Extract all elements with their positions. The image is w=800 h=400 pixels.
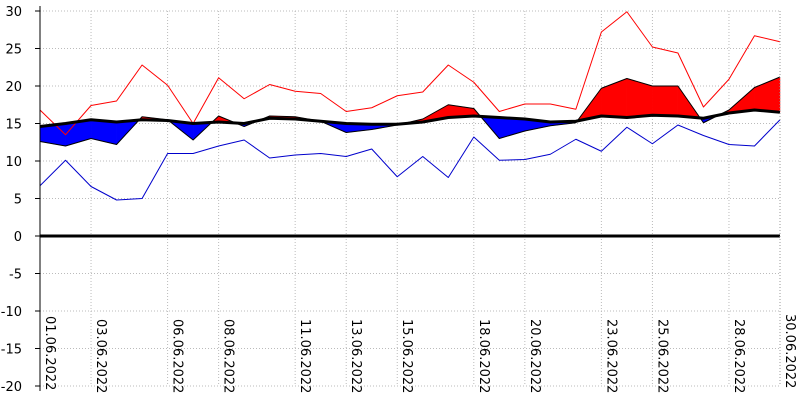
x-tick-label: 23.06.2022 (603, 319, 618, 393)
y-tick-label: -15 (1, 343, 22, 358)
norm-temperature-line (39, 108, 781, 128)
x-tick-label: 25.06.2022 (654, 319, 669, 393)
x-tick-label: 18.06.2022 (476, 319, 491, 393)
x-tick-label: 11.06.2022 (297, 319, 312, 393)
y-tick-label: 0 (14, 230, 22, 245)
y-tick-label: 5 (14, 193, 22, 208)
x-tick-label: 20.06.2022 (527, 319, 542, 393)
y-tick-labels: 30 25 20 15 10 5 0 -5 -10 -15 -20 (1, 5, 22, 395)
x-tick-label: 01.06.2022 (42, 316, 57, 390)
x-tick-label: 13.06.2022 (348, 319, 363, 393)
y-tick-label: -5 (9, 268, 22, 283)
y-tick-label: 10 (5, 155, 22, 170)
warm-anomaly-area (652, 85, 679, 117)
x-tick-label: 30.06.2022 (782, 314, 797, 388)
x-tick-label: 28.06.2022 (731, 319, 746, 393)
y-tick-label: 15 (5, 118, 22, 133)
y-tick-label: -20 (1, 380, 22, 395)
min-temperature-line (39, 119, 781, 201)
x-tick-label: 03.06.2022 (93, 319, 108, 393)
series-lines (39, 11, 781, 201)
x-tick-label: 06.06.2022 (170, 319, 185, 393)
y-tick-label: 25 (5, 43, 22, 58)
max-temperature-line (39, 11, 781, 136)
axes (35, 6, 781, 391)
x-tick-label: 15.06.2022 (399, 319, 414, 393)
y-tick-label: 20 (5, 80, 22, 95)
y-tick-label: -10 (1, 305, 22, 320)
x-tick-labels: 01.06.2022 03.06.2022 06.06.2022 08.06.2022… (42, 314, 797, 393)
x-tick-label: 08.06.2022 (221, 319, 236, 393)
y-tick-label: 30 (5, 5, 22, 20)
